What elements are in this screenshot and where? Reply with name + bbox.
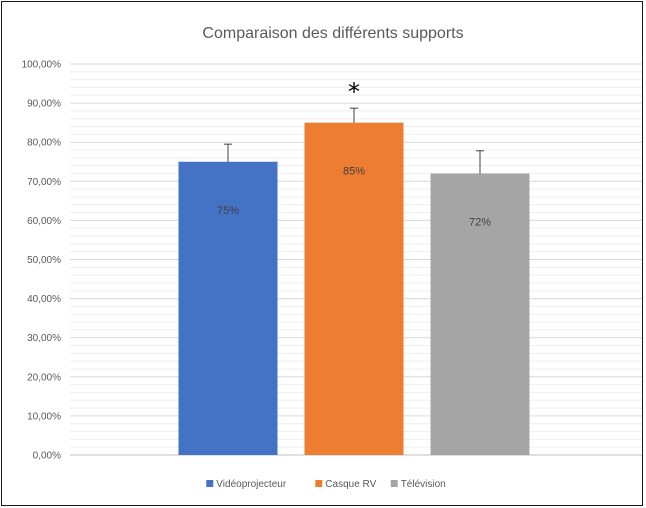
legend-label: Vidéoprojecteur [216,479,287,490]
legend-swatch [390,480,398,487]
y-tick-label: 90,00% [27,99,61,110]
bar-vid-oprojecteur [178,161,278,455]
data-label: 85% [343,166,365,178]
bars [178,122,530,456]
y-tick-label: 70,00% [27,177,61,188]
y-tick-label: 80,00% [27,138,61,149]
y-tick-label: 30,00% [27,333,61,344]
significance-star: * [348,78,360,106]
y-tick-label: 10,00% [27,411,61,422]
y-axis-tick-labels: 0,00% 10,00% 20,00% 30,00% 40,00% 50,00% 60,00… [22,60,62,462]
data-labels: 75% 85% 72% [217,166,491,229]
legend: Vidéoprojecteur Casque RV Télévision [206,479,446,490]
legend-swatch [315,480,323,487]
legend-label: Télévision [401,479,446,490]
y-tick-label: 50,00% [27,255,61,266]
legend-label: Casque RV [325,479,376,490]
y-tick-label: 100,00% [22,60,62,71]
bar-casque-rv [304,122,404,456]
data-label: 72% [469,216,491,228]
y-tick-label: 0,00% [33,451,61,462]
bar-t-l-vision [430,173,530,456]
error-bars [224,107,484,174]
legend-swatch [206,480,214,487]
y-tick-label: 20,00% [27,372,61,383]
y-tick-label: 60,00% [27,216,61,227]
data-label: 75% [217,205,239,217]
annotations: * [348,78,360,106]
y-tick-label: 40,00% [27,294,61,305]
chart-title: Comparaison des différents supports [202,25,463,42]
